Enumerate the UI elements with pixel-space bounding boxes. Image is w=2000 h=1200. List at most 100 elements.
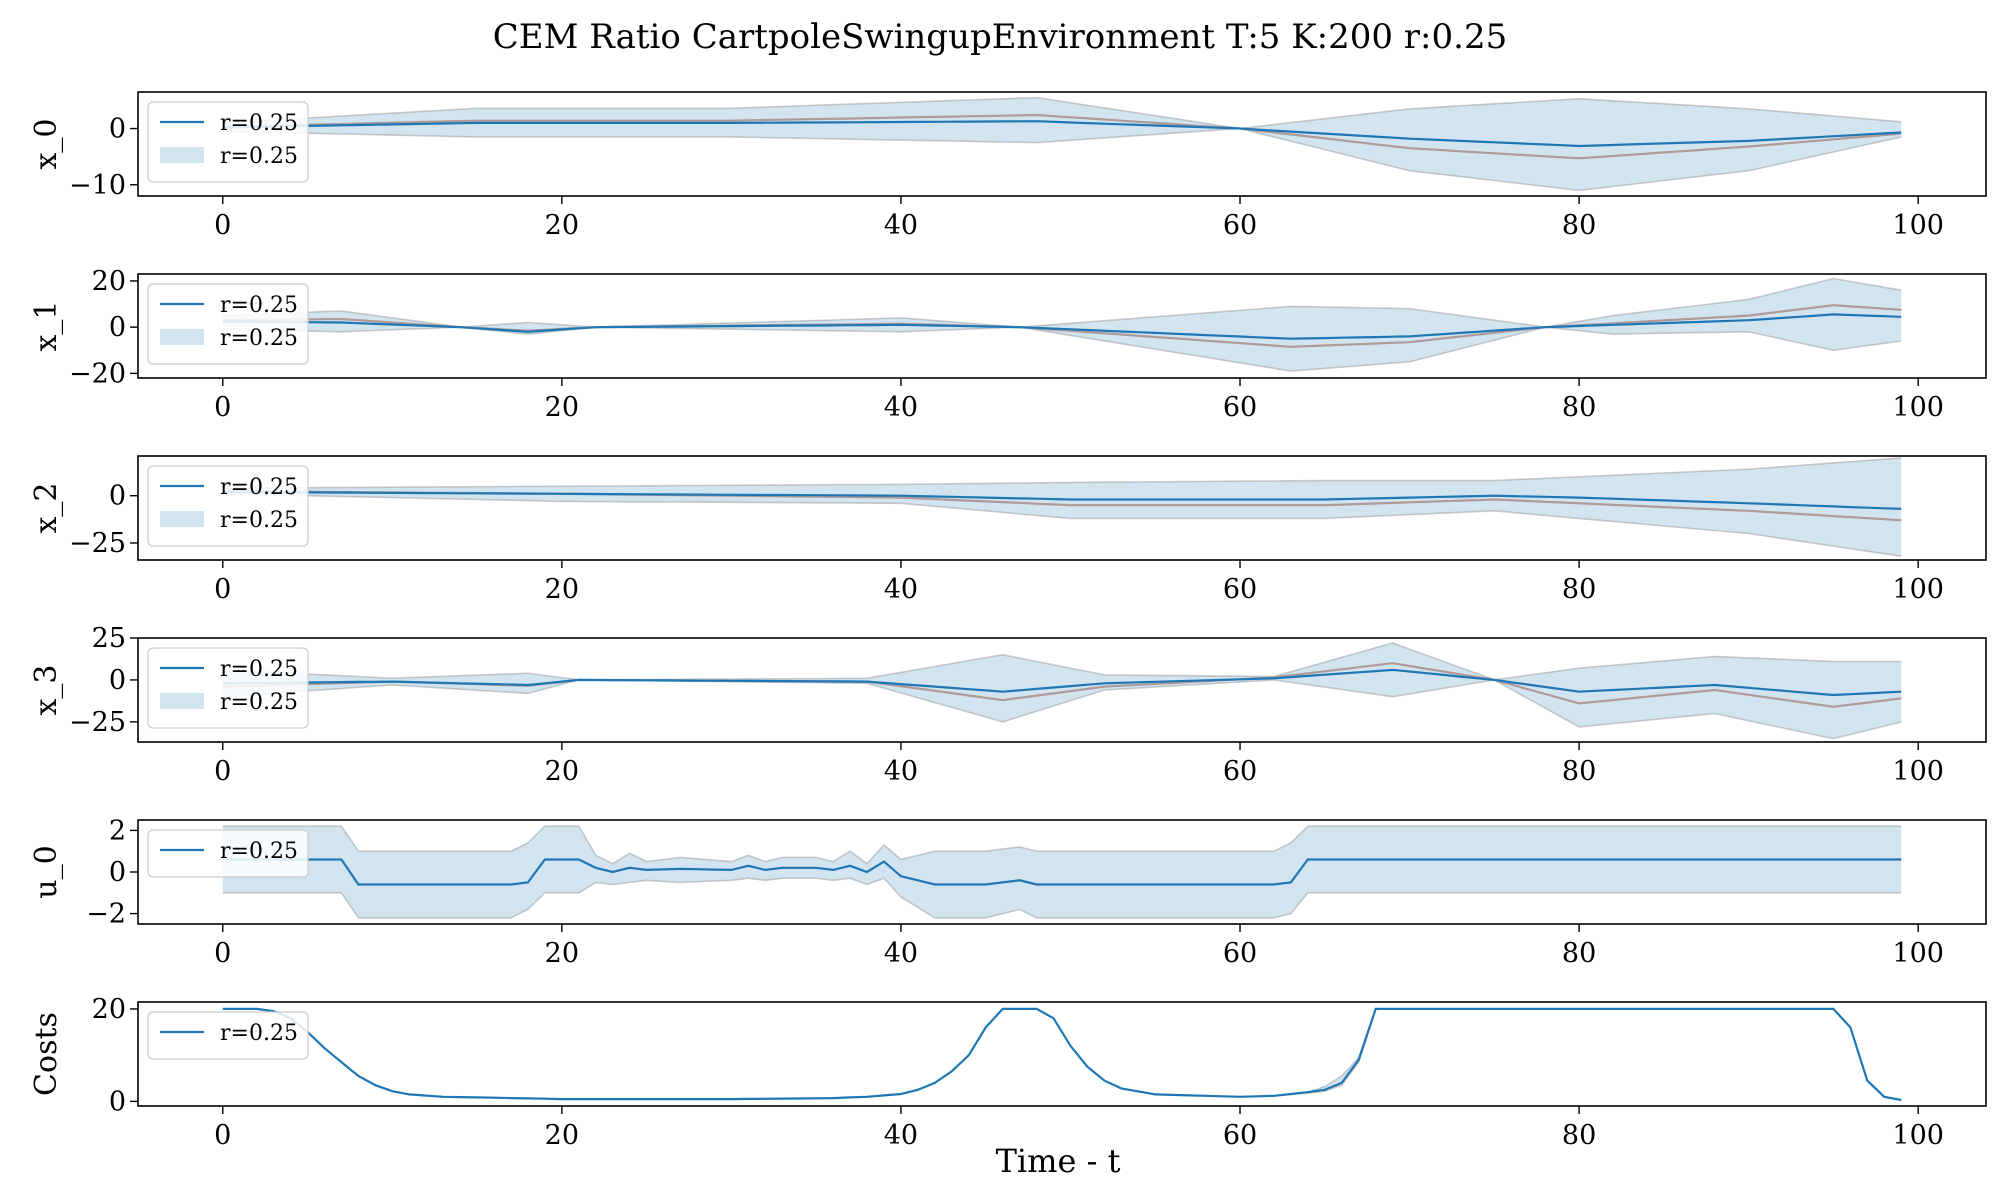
x-tick-label: 80 [1562,210,1596,241]
band-upper-edge [222,642,1902,681]
legend: r=0.25 r=0.25 [147,465,309,547]
axes-frame [137,1001,1987,1107]
x-tick-label: 60 [1223,392,1257,423]
legend-box [147,829,309,878]
confidence-band [222,1008,1902,1100]
legend-band-swatch [160,511,204,527]
x-tick-label: 80 [1562,1120,1596,1151]
y-tick-label: 2 [109,815,126,846]
y-tick-label: 0 [109,114,126,145]
subplot-u-0: 0 20 40 60 80 100 −2 0 2 u_0 r=0.25 [29,815,1987,969]
confidence-band [222,643,1902,739]
x-tick-label: 100 [1892,756,1944,787]
subplot-x-0: 0 20 40 60 80 100 −10 0 x_0 r=0.25 r=0.25 [29,91,1987,241]
legend-label: r=0.25 [220,144,298,169]
x-tick-label: 40 [884,1120,918,1151]
y-axis-label: x_0 [29,118,64,169]
series-line [222,120,1902,148]
x-tick-label: 60 [1223,574,1257,605]
x-tick-label: 60 [1223,756,1257,787]
band-upper-edge [222,277,1902,329]
x-tick-label: 60 [1223,210,1257,241]
y-axis-label: x_3 [29,664,64,715]
legend-label: r=0.25 [220,839,298,864]
band-lower-edge [222,127,1902,192]
x-tick-label: 80 [1562,392,1596,423]
x-tick-label: 60 [1223,1120,1257,1151]
y-tick-label: 0 [109,312,126,343]
axes-frame [137,91,1987,197]
x-tick-label: 0 [214,392,231,423]
legend-label: r=0.25 [220,508,298,533]
x-tick-label: 20 [545,1120,579,1151]
y-axis-label: x_2 [29,482,64,533]
band-upper-edge [222,96,1902,130]
series-line [222,490,1902,510]
legend-label: r=0.25 [220,326,298,351]
series-line [222,313,1902,340]
band-lower-edge [222,493,1902,557]
x-tick-label: 20 [545,756,579,787]
band-upper-edge [222,825,1902,865]
confidence-band [222,278,1902,372]
y-axis-label: Costs [29,1012,64,1096]
legend-band-swatch [160,147,204,163]
y-tick-label: −20 [69,358,126,389]
x-tick-label: 100 [1892,574,1944,605]
legend: r=0.25 r=0.25 [147,647,309,729]
y-tick-label: 20 [92,266,126,297]
x-tick-label: 100 [1892,210,1944,241]
y-tick-label: 0 [109,1086,126,1117]
x-tick-label: 0 [214,756,231,787]
band-lower-edge [222,326,1902,372]
y-tick-label: 0 [109,857,126,888]
band-lower-edge [222,679,1902,740]
legend: r=0.25 [147,829,309,878]
x-tick-label: 100 [1892,1120,1944,1151]
legend-label: r=0.25 [220,657,298,682]
x-tick-label: 80 [1562,756,1596,787]
y-tick-label: 0 [109,481,126,512]
y-tick-label: −25 [69,707,126,738]
x-tick-label: 40 [884,756,918,787]
x-tick-label: 40 [884,392,918,423]
legend-label: r=0.25 [220,111,298,136]
band-upper-edge [222,457,1902,489]
legend: r=0.25 [147,1011,309,1060]
legend-band-swatch [160,329,204,345]
x-tick-label: 40 [884,210,918,241]
y-tick-label: −2 [86,899,126,930]
secondary-trace [222,113,1902,160]
legend-label: r=0.25 [220,1021,298,1046]
subplot-costs: 0 20 40 60 80 100 0 20 Costs r=0.25 [29,994,1987,1151]
legend-label: r=0.25 [220,475,298,500]
subplot-x-2: 0 20 40 60 80 100 −25 0 x_2 r=0.25 r=0.25 [29,455,1987,605]
x-tick-label: 80 [1562,938,1596,969]
axes-frame [137,273,1987,379]
x-tick-label: 40 [884,938,918,969]
x-tick-label: 20 [545,210,579,241]
y-tick-label: −25 [69,528,126,559]
x-tick-label: 0 [214,1120,231,1151]
legend-label: r=0.25 [220,690,298,715]
y-tick-label: 25 [92,623,126,654]
chart-title: CEM Ratio CartpoleSwingupEnvironment T:5… [493,17,1507,57]
x-tick-label: 20 [545,392,579,423]
y-tick-label: −10 [69,170,126,201]
series-line [222,668,1902,697]
series-line [222,858,1902,886]
series-line [222,1007,1902,1102]
axes-frame [137,455,1987,561]
confidence-band [222,826,1902,918]
y-tick-label: 20 [92,994,126,1025]
subplot-x-3: 0 20 40 60 80 100 −25 0 25 x_3 r=0.25 r=0.25 [29,623,1987,787]
x-axis-label: Time - t [996,1142,1121,1180]
band-upper-edge [222,1008,1902,1101]
legend-box [147,1011,309,1060]
x-tick-label: 0 [214,210,231,241]
y-axis-label: x_1 [29,300,64,351]
x-tick-label: 20 [545,938,579,969]
legend-label: r=0.25 [220,293,298,318]
confidence-band [222,457,1902,557]
